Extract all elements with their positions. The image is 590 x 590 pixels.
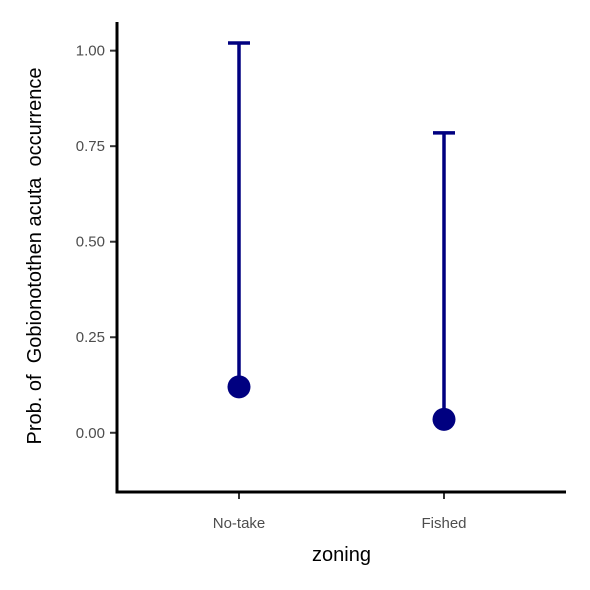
plot-marks <box>227 41 456 431</box>
point-estimate <box>227 375 251 399</box>
x-tick-label: No-take <box>213 515 266 532</box>
y-tick-label: 0.25 <box>76 329 105 346</box>
y-tick-label: 0.00 <box>76 425 105 442</box>
x-axis-ticks: No-take Fished <box>213 492 467 532</box>
x-axis-title: zoning <box>312 544 371 566</box>
y-tick-label: 0.75 <box>76 138 105 155</box>
x-tick-label: Fished <box>421 515 466 532</box>
y-tick-label: 1.00 <box>76 43 105 60</box>
y-tick-label: 0.50 <box>76 234 105 251</box>
y-axis-ticks: 0.00 0.25 0.50 0.75 1.00 <box>76 43 117 442</box>
y-axis-title: Prob. of Gobionotothen acuta occurrence <box>24 68 46 445</box>
point-estimate <box>432 407 456 431</box>
